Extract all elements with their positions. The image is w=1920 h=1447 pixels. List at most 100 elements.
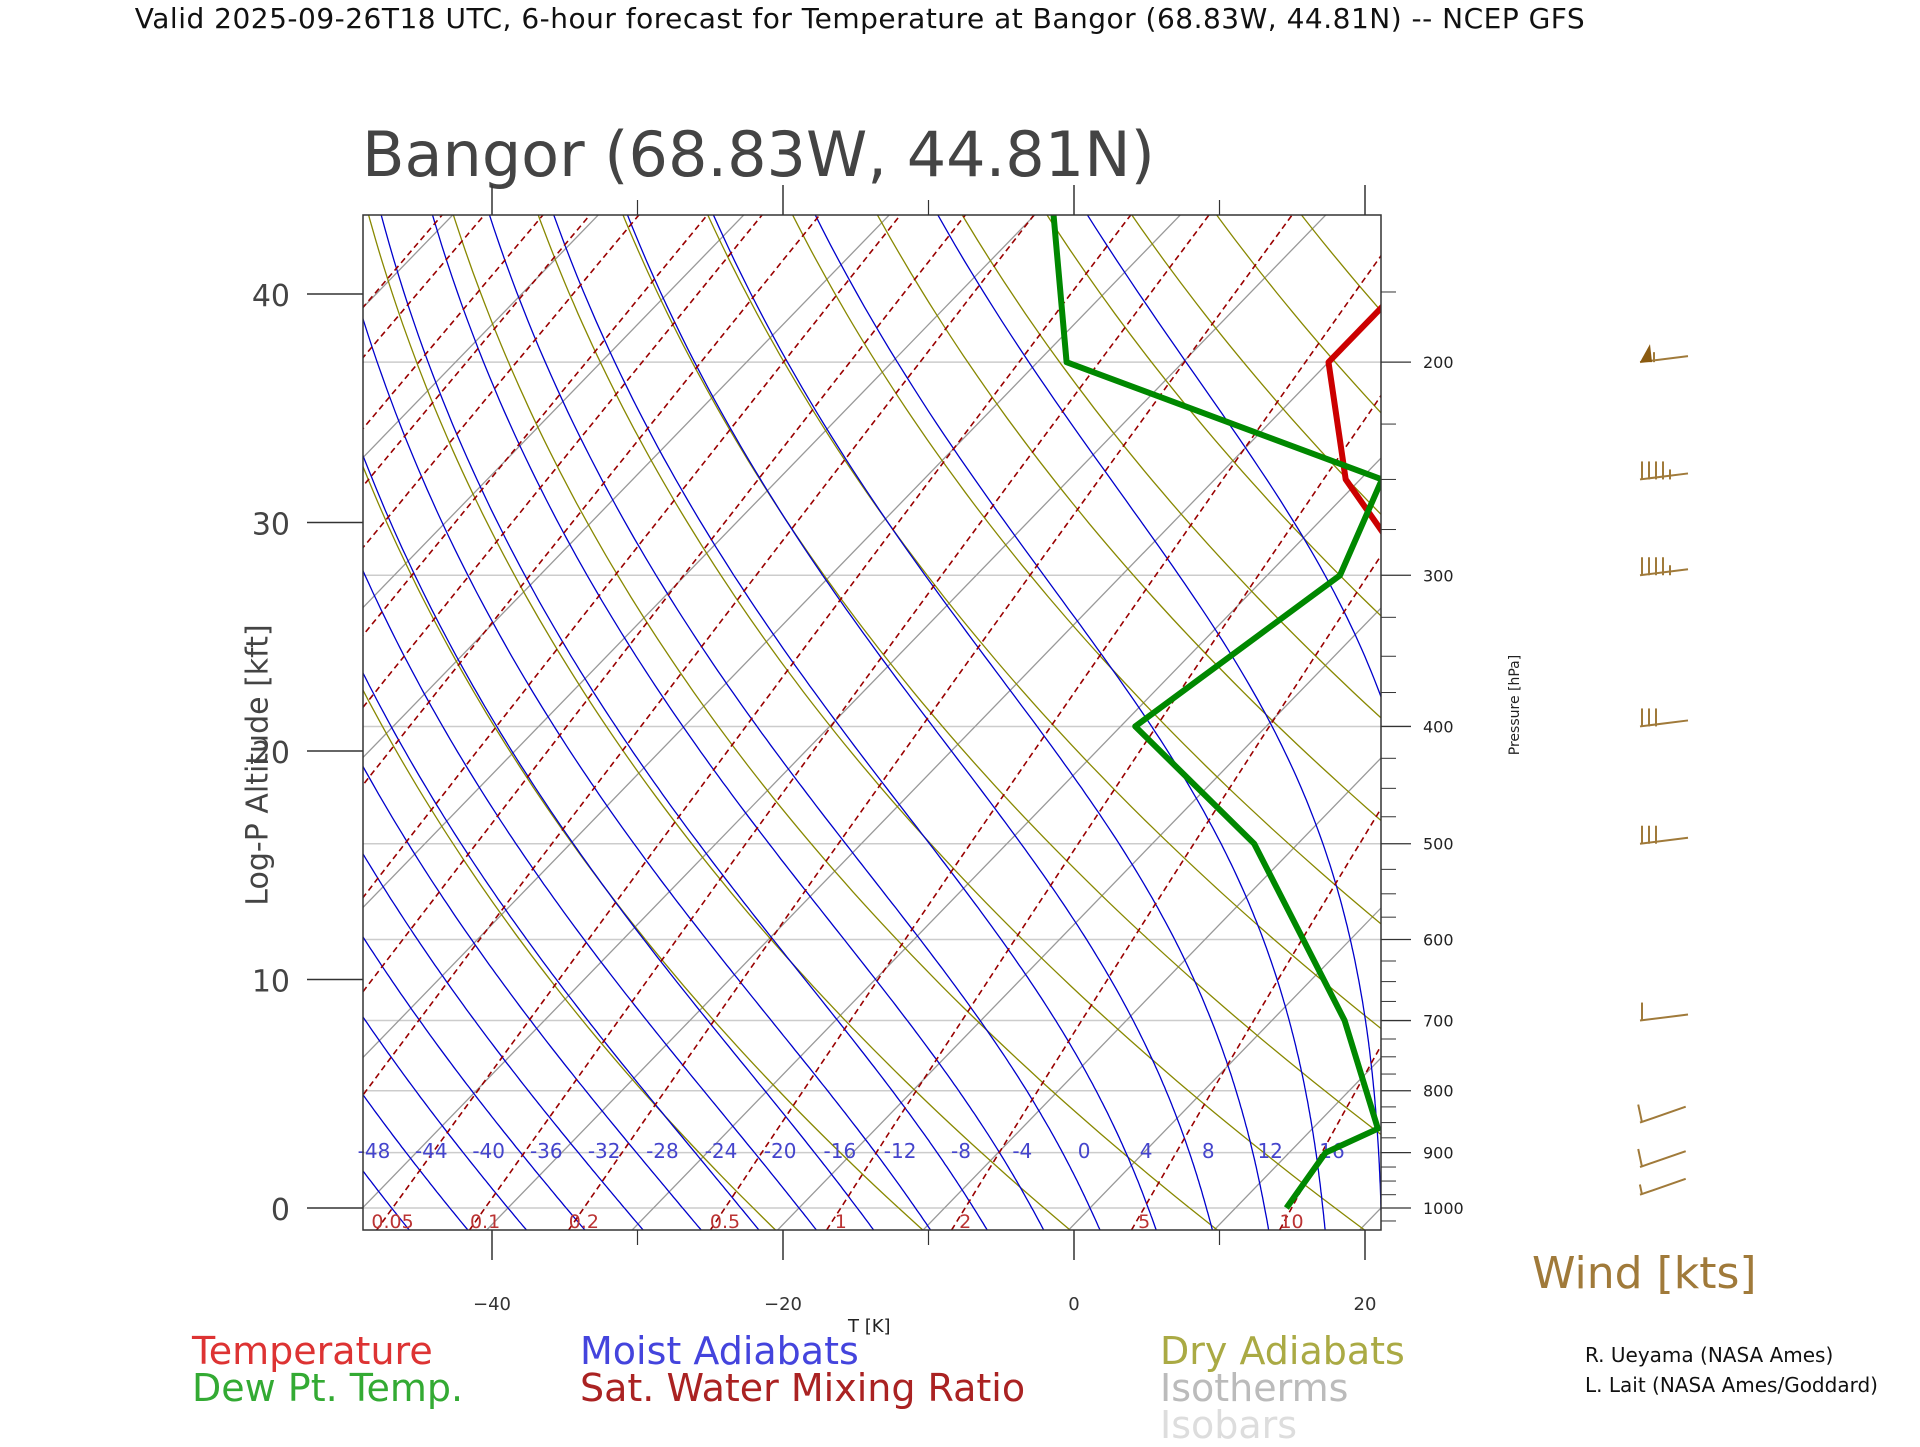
wind-barb-staff bbox=[1639, 1107, 1687, 1123]
isotherm-line bbox=[1060, 193, 1920, 1238]
moist-adiabat-line bbox=[98, 193, 593, 1238]
dry-adiabat-line bbox=[364, 198, 1080, 1239]
dry-adiabat-line bbox=[1288, 198, 1920, 1239]
wind-barb-pennant bbox=[1640, 344, 1652, 362]
wind-barb-full bbox=[1638, 1149, 1642, 1167]
y-tick-label: 30 bbox=[252, 508, 290, 543]
wind-barb-half bbox=[1640, 1184, 1642, 1194]
isotherm-line bbox=[0, 193, 328, 1238]
credit-line-1: R. Ueyama (NASA Ames) bbox=[1585, 1343, 1833, 1367]
isobar-lines bbox=[363, 362, 1381, 1208]
legend-isotherms: Isotherms bbox=[1160, 1369, 1348, 1407]
wind-barb-staff bbox=[1640, 720, 1688, 726]
mixing-ratio-line bbox=[99, 198, 914, 1239]
legend-temperature: Temperature bbox=[192, 1332, 433, 1370]
wind-barb-staff bbox=[1640, 1015, 1688, 1021]
wind-barb bbox=[1636, 1139, 1687, 1167]
y-axis-label: Log-P Altitude [kft] bbox=[241, 624, 276, 905]
pressure-axis-label: Pressure [hPa] bbox=[1507, 655, 1523, 755]
moist-adiabat-lines bbox=[0, 193, 1441, 1238]
moist-adiabat-label: -24 bbox=[705, 1139, 738, 1163]
wind-barb bbox=[1640, 557, 1688, 575]
mixing-ratio-line bbox=[0, 198, 557, 1239]
mixing-ratio-line bbox=[563, 198, 1305, 1239]
pressure-tick-label: 800 bbox=[1423, 1082, 1454, 1101]
moist-adiabat-line bbox=[619, 193, 1215, 1238]
isotherm-line bbox=[42, 193, 1056, 1238]
wind-barb bbox=[1640, 708, 1688, 726]
moist-adiabat-line bbox=[704, 193, 1270, 1238]
dry-adiabat-line bbox=[1456, 198, 1920, 1239]
isotherm-line bbox=[769, 193, 1783, 1238]
moist-adiabat-line bbox=[245, 193, 823, 1238]
pressure-tick-label: 400 bbox=[1423, 717, 1454, 736]
moist-adiabat-label: -12 bbox=[884, 1139, 917, 1163]
x-tick-label: 0 bbox=[1068, 1294, 1079, 1315]
dry-adiabat-line bbox=[784, 198, 1820, 1239]
x-tick-label: −40 bbox=[473, 1294, 511, 1315]
y-tick-label: 0 bbox=[271, 1193, 290, 1228]
mixing-ratio-line bbox=[0, 198, 457, 1239]
moist-adiabat-label: -20 bbox=[764, 1139, 797, 1163]
dry-adiabat-lines bbox=[196, 198, 1920, 1239]
pressure-tick-label: 300 bbox=[1423, 566, 1454, 585]
moist-adiabat-label: -36 bbox=[530, 1139, 563, 1163]
moist-adiabat-line bbox=[329, 193, 936, 1238]
pressure-tick-label: 600 bbox=[1423, 931, 1454, 950]
wind-barb bbox=[1636, 1095, 1687, 1123]
pressure-tick-label: 900 bbox=[1423, 1144, 1454, 1163]
moist-adiabat-line bbox=[1074, 193, 1441, 1238]
legend-moist-adiabats: Moist Adiabats bbox=[580, 1332, 859, 1370]
moist-adiabat-line bbox=[426, 193, 1048, 1238]
mixing-ratio-line bbox=[0, 198, 776, 1239]
plot-border bbox=[363, 215, 1381, 1230]
mixing-ratio-line bbox=[0, 198, 604, 1239]
wind-barb bbox=[1638, 1175, 1687, 1195]
isotherm-line bbox=[624, 193, 1638, 1238]
mixing-ratio-line bbox=[0, 198, 653, 1239]
moist-adiabat-line bbox=[286, 193, 880, 1238]
moist-adiabat-label: -16 bbox=[824, 1139, 857, 1163]
dry-adiabat-line bbox=[1625, 198, 1920, 1239]
wind-barb bbox=[1640, 344, 1688, 362]
dry-adiabat-line bbox=[1877, 198, 1920, 1239]
wind-barb bbox=[1640, 826, 1688, 844]
x-tick-label: −20 bbox=[764, 1294, 802, 1315]
isotherm-line bbox=[1642, 193, 1920, 1238]
wind-units-label: Wind [kts] bbox=[1532, 1248, 1757, 1299]
isotherm-line bbox=[0, 193, 183, 1238]
legend-dry-adiabats: Dry Adiabats bbox=[1160, 1332, 1405, 1370]
wind-barb-staff bbox=[1639, 1179, 1687, 1195]
pressure-tick-label: 200 bbox=[1423, 353, 1454, 372]
moist-adiabat-line bbox=[63, 193, 534, 1238]
y-tick-label: 40 bbox=[252, 279, 290, 314]
moist-adiabat-label: 0 bbox=[1078, 1139, 1091, 1163]
moist-adiabat-label: 8 bbox=[1202, 1139, 1215, 1163]
pressure-tick-label: 1000 bbox=[1423, 1199, 1464, 1218]
wind-barb-staff bbox=[1640, 838, 1688, 844]
wind-barb-staff bbox=[1639, 1151, 1687, 1167]
isotherm-line bbox=[0, 193, 910, 1238]
pressure-tick-label: 500 bbox=[1423, 835, 1454, 854]
moist-adiabat-label: -32 bbox=[588, 1139, 621, 1163]
wind-barbs bbox=[1636, 344, 1688, 1195]
moist-adiabat-label: -4 bbox=[1012, 1139, 1032, 1163]
moist-adiabat-label: -44 bbox=[415, 1139, 448, 1163]
legend-isobars: Isobars bbox=[1160, 1406, 1297, 1444]
wind-barb bbox=[1640, 1003, 1688, 1021]
isotherm-line bbox=[187, 193, 1201, 1238]
moist-adiabat-line bbox=[0, 193, 416, 1238]
isotherm-line bbox=[0, 193, 37, 1238]
mixing-ratio-line bbox=[175, 198, 978, 1239]
moist-adiabat-line bbox=[207, 193, 766, 1238]
moist-adiabat-label: -8 bbox=[951, 1139, 971, 1163]
dry-adiabat-line bbox=[1036, 198, 1920, 1239]
wind-barb-full bbox=[1638, 1105, 1642, 1123]
mixing-ratio-line bbox=[0, 198, 721, 1239]
mixing-ratio-lines bbox=[0, 198, 1920, 1239]
isotherm-line bbox=[1788, 193, 1920, 1238]
plot-frame bbox=[363, 215, 1381, 1230]
legend-mixing-ratio: Sat. Water Mixing Ratio bbox=[580, 1369, 1025, 1407]
credit-line-2: L. Lait (NASA Ames/Goddard) bbox=[1585, 1373, 1878, 1397]
